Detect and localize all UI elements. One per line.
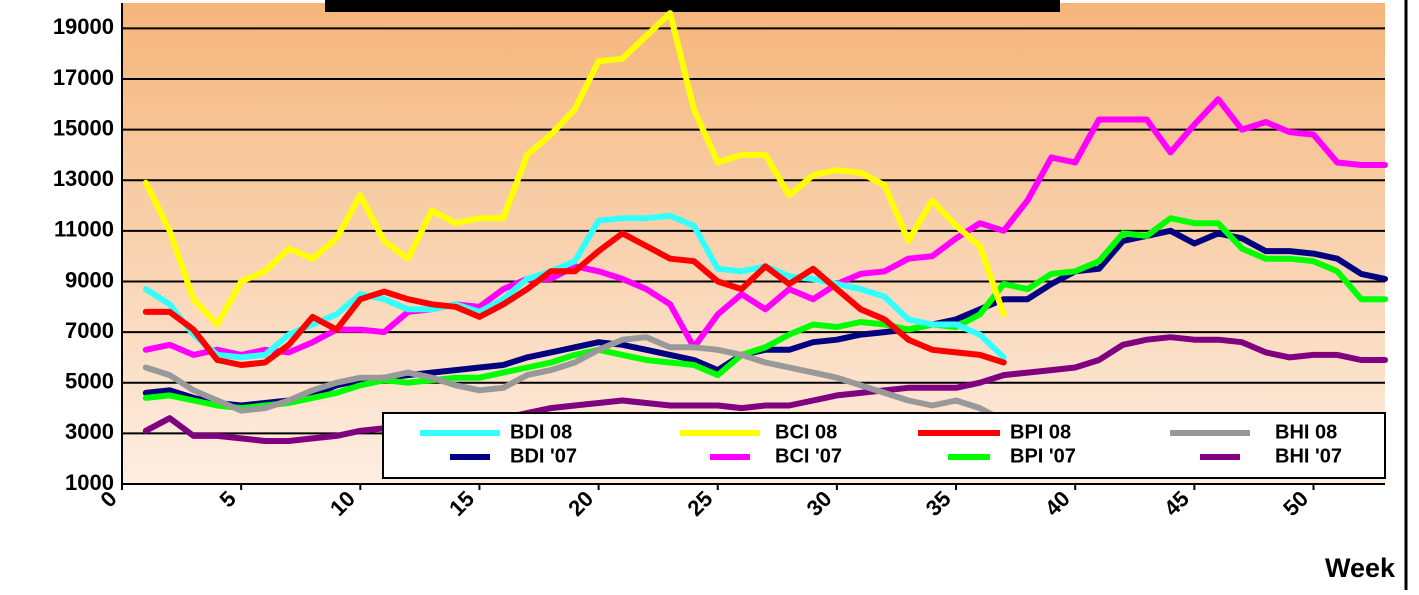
y-tick-label: 15000 [53,115,114,140]
y-tick-label: 3000 [65,419,114,444]
legend-label: BHI '07 [1275,445,1342,467]
x-tick-label: 15 [444,486,479,521]
legend-label: BDI 08 [510,421,572,443]
y-tick-label: 17000 [53,65,114,90]
x-tick-label: 30 [802,486,837,521]
series-line [142,334,1388,444]
series-line [142,230,1007,368]
y-tick-label: 5000 [65,369,114,394]
x-tick-label: 50 [1278,486,1313,521]
x-tick-label: 35 [921,486,956,521]
series-line [142,212,1007,361]
legend-label: BCI '07 [775,445,842,467]
x-tick-label: 20 [563,486,598,521]
legend-label: BPI 08 [1010,421,1071,443]
y-tick-label: 9000 [65,267,114,292]
y-tick-label: 19000 [53,14,114,39]
x-tick-label: 45 [1159,486,1194,521]
legend-box [382,412,1386,479]
x-tick-label: 40 [1040,486,1075,521]
series-line [142,215,1388,412]
y-tick-label: 13000 [53,166,114,191]
legend-label: BPI '07 [1010,445,1076,467]
y-tick-label: 7000 [65,318,114,343]
legend-label: BDI '07 [510,445,577,467]
x-tick-label: 10 [325,486,360,521]
legend-label: BHI 08 [1275,421,1337,443]
series-line [142,96,1388,358]
series-line [142,334,1007,424]
x-tick-label: 5 [214,486,240,512]
legend-label: BCI 08 [775,421,837,443]
x-tick-label: 25 [682,486,717,521]
x-axis-label: Week [1325,553,1396,583]
series-line [142,10,1007,328]
y-tick-label: 1000 [65,470,114,495]
title-box [325,0,1060,12]
y-tick-label: 11000 [54,217,114,242]
